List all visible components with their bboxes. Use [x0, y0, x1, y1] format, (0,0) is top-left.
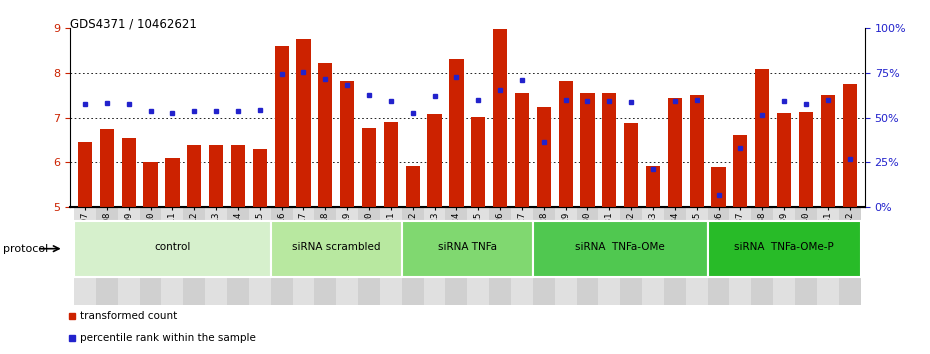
Bar — [449, 59, 463, 207]
Text: siRNA  TNFa-OMe-P: siRNA TNFa-OMe-P — [734, 242, 834, 252]
Bar — [690, 95, 704, 207]
Bar — [733, 135, 748, 207]
Bar — [711, 167, 725, 207]
Bar — [318, 63, 332, 207]
Bar — [297, 40, 311, 207]
Bar — [817, 207, 839, 306]
Bar — [424, 207, 445, 306]
Bar — [100, 129, 114, 207]
Bar — [489, 207, 511, 306]
Bar — [795, 207, 817, 306]
Bar — [271, 221, 402, 276]
Bar — [598, 207, 620, 306]
Bar — [708, 221, 860, 276]
Bar — [362, 127, 376, 207]
Bar — [227, 207, 249, 306]
Bar — [402, 207, 424, 306]
Bar — [467, 207, 489, 306]
Text: siRNA  TNFa-OMe: siRNA TNFa-OMe — [576, 242, 665, 252]
Bar — [554, 207, 577, 306]
Text: percentile rank within the sample: percentile rank within the sample — [80, 333, 257, 343]
Bar — [274, 46, 288, 207]
Bar — [209, 145, 223, 207]
Bar — [140, 207, 162, 306]
Text: GDS4371 / 10462621: GDS4371 / 10462621 — [70, 18, 196, 31]
Bar — [402, 221, 533, 276]
Bar — [559, 81, 573, 207]
Bar — [405, 166, 419, 207]
Bar — [511, 207, 533, 306]
Bar — [664, 207, 685, 306]
Bar — [122, 138, 136, 207]
Text: transformed count: transformed count — [80, 311, 178, 321]
Bar — [515, 93, 529, 207]
Text: protocol: protocol — [3, 244, 48, 254]
Bar — [773, 207, 795, 306]
Bar — [293, 207, 314, 306]
Bar — [708, 207, 729, 306]
Bar — [603, 93, 617, 207]
Bar — [839, 207, 860, 306]
Bar — [820, 95, 835, 207]
Bar — [755, 69, 769, 207]
Bar — [472, 117, 485, 207]
Bar — [685, 207, 708, 306]
Bar — [253, 149, 267, 207]
Bar — [646, 166, 660, 207]
Bar — [358, 207, 380, 306]
Bar — [143, 161, 158, 207]
Bar — [580, 93, 594, 207]
Bar — [337, 207, 358, 306]
Bar — [74, 207, 96, 306]
Bar — [577, 207, 598, 306]
Bar — [96, 207, 118, 306]
Bar — [624, 123, 638, 207]
Bar — [537, 107, 551, 207]
Bar — [777, 113, 791, 207]
Bar — [231, 145, 245, 207]
Bar — [533, 207, 554, 306]
Bar — [445, 207, 467, 306]
Bar — [843, 84, 857, 207]
Bar — [620, 207, 642, 306]
Bar — [384, 122, 398, 207]
Bar — [493, 29, 507, 207]
Bar — [78, 142, 92, 207]
Text: siRNA scrambled: siRNA scrambled — [292, 242, 380, 252]
Bar — [206, 207, 227, 306]
Bar — [751, 207, 773, 306]
Bar — [428, 114, 442, 207]
Text: siRNA TNFa: siRNA TNFa — [438, 242, 497, 252]
Bar — [729, 207, 751, 306]
Bar — [187, 145, 202, 207]
Bar — [314, 207, 337, 306]
Text: control: control — [154, 242, 191, 252]
Bar — [340, 81, 354, 207]
Bar — [166, 158, 179, 207]
Bar — [118, 207, 140, 306]
Bar — [533, 221, 708, 276]
Bar — [642, 207, 664, 306]
Bar — [162, 207, 183, 306]
Bar — [668, 98, 682, 207]
Bar — [183, 207, 206, 306]
Bar — [74, 221, 271, 276]
Bar — [380, 207, 402, 306]
Bar — [799, 112, 813, 207]
Bar — [271, 207, 293, 306]
Bar — [249, 207, 271, 306]
